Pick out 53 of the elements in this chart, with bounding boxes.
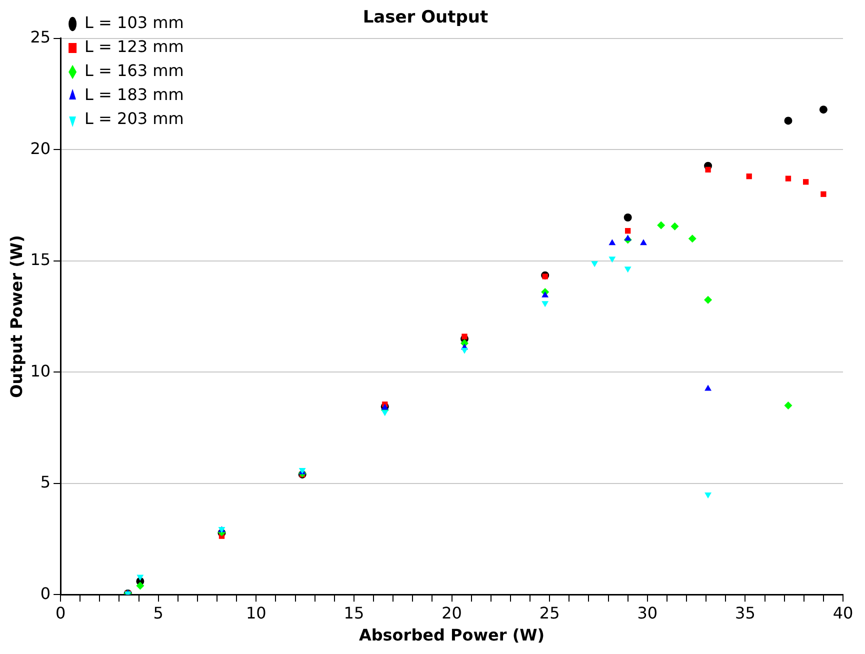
point bbox=[625, 228, 631, 234]
point bbox=[542, 274, 548, 280]
point bbox=[670, 222, 679, 230]
x-tick-label: 0 bbox=[55, 603, 66, 622]
point bbox=[820, 191, 826, 197]
point bbox=[624, 213, 632, 222]
point bbox=[803, 179, 809, 185]
point bbox=[542, 301, 549, 308]
legend-label: L = 183 mm bbox=[84, 85, 184, 104]
y-axis-title: Output Power (W) bbox=[6, 235, 26, 398]
point bbox=[136, 582, 144, 590]
point bbox=[704, 492, 712, 498]
point bbox=[461, 348, 468, 354]
point bbox=[462, 334, 468, 340]
point bbox=[705, 166, 711, 172]
chart-title: Laser Output bbox=[362, 8, 488, 28]
legend-label: L = 203 mm bbox=[84, 109, 184, 128]
legend-label: L = 103 mm bbox=[84, 13, 184, 32]
y-tick-label: 0 bbox=[40, 584, 51, 603]
point bbox=[136, 574, 144, 581]
x-tick-label: 5 bbox=[153, 603, 164, 622]
x-axis-title: Absorbed Power (W) bbox=[358, 626, 545, 645]
point bbox=[640, 239, 647, 246]
x-tick-label: 25 bbox=[539, 603, 560, 622]
point bbox=[704, 384, 712, 391]
x-tick-label: 20 bbox=[442, 603, 462, 622]
point bbox=[785, 176, 792, 182]
point bbox=[591, 261, 598, 268]
x-tick-label: 10 bbox=[246, 603, 266, 622]
point bbox=[608, 256, 616, 263]
legend-label: L = 163 mm bbox=[84, 61, 184, 80]
point bbox=[657, 221, 666, 230]
point bbox=[704, 296, 712, 304]
point bbox=[542, 291, 549, 298]
point bbox=[624, 234, 632, 241]
y-tick-label: 25 bbox=[30, 28, 51, 47]
point bbox=[784, 116, 792, 125]
x-tick-label: 35 bbox=[735, 603, 756, 622]
point bbox=[608, 239, 616, 246]
legend-label: L = 123 mm bbox=[84, 37, 184, 56]
y-tick-label: 5 bbox=[40, 472, 51, 492]
point bbox=[688, 234, 696, 243]
y-tick-label: 15 bbox=[30, 250, 51, 270]
point bbox=[784, 401, 792, 410]
y-tick-label: 10 bbox=[30, 361, 51, 380]
x-tick-label: 30 bbox=[637, 603, 658, 622]
x-tick-label: 40 bbox=[832, 603, 854, 622]
point bbox=[381, 410, 388, 416]
y-tick-label: 20 bbox=[30, 138, 51, 158]
point bbox=[819, 106, 828, 114]
point bbox=[746, 174, 752, 180]
point bbox=[624, 266, 632, 273]
x-tick-label: 15 bbox=[344, 603, 364, 622]
